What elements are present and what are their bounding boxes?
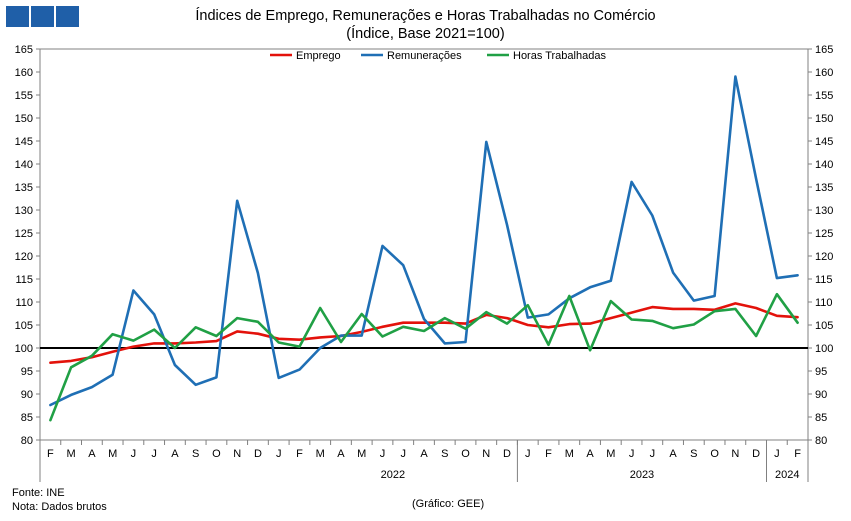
legend-label: Remunerações (387, 50, 462, 62)
x-tick-label: D (254, 448, 262, 460)
series-line-remunerações (49, 75, 799, 407)
year-label: 2023 (630, 469, 654, 481)
y-tick-label-right: 110 (815, 297, 833, 309)
x-tick-label: A (420, 448, 428, 460)
x-tick-label: A (88, 448, 96, 460)
x-tick-label: J (525, 448, 531, 460)
x-tick-label: F (296, 448, 303, 460)
x-tick-label: J (400, 448, 406, 460)
x-tick-label: A (171, 448, 179, 460)
x-tick-label: F (545, 448, 552, 460)
x-tick-label: N (482, 448, 490, 460)
x-tick-label: O (212, 448, 221, 460)
y-tick-label-left: 130 (15, 205, 33, 217)
logo-block-3 (56, 6, 79, 27)
y-tick-label-left: 150 (15, 113, 33, 125)
y-tick-label-left: 155 (15, 90, 33, 102)
chart-title: Índices de Emprego, Remunerações e Horas… (195, 8, 656, 24)
y-tick-label-right: 95 (815, 366, 827, 378)
y-tick-label-left: 95 (21, 366, 33, 378)
y-tick-label-right: 120 (815, 251, 833, 263)
x-tick-label: D (503, 448, 511, 460)
y-tick-label-left: 140 (15, 159, 33, 171)
plot-frame (39, 48, 809, 441)
y-tick-label-left: 90 (21, 389, 33, 401)
y-tick-label-left: 110 (15, 297, 33, 309)
y-tick-label-left: 85 (21, 412, 33, 424)
logo-block-1 (6, 6, 29, 27)
x-tick-label: M (316, 448, 325, 460)
x-tick-label: D (752, 448, 760, 460)
data-note: Nota: Dados brutos (12, 501, 107, 513)
x-tick-label: O (710, 448, 719, 460)
y-tick-label-right: 100 (815, 343, 833, 355)
x-tick-label: J (276, 448, 282, 460)
y-tick-label-right: 135 (815, 182, 833, 194)
y-tick-label-left: 160 (15, 67, 33, 79)
y-tick-label-left: 135 (15, 182, 33, 194)
x-tick-label: F (794, 448, 801, 460)
logo-block-2 (31, 6, 54, 27)
y-tick-label-left: 115 (15, 274, 33, 286)
y-tick-label-right: 155 (815, 90, 833, 102)
y-tick-label-left: 80 (21, 435, 33, 447)
x-tick-label: F (47, 448, 54, 460)
x-tick-label: J (774, 448, 780, 460)
legend-label: Emprego (296, 50, 341, 62)
y-tick-label-right: 90 (815, 389, 827, 401)
credit-note: (Gráfico: GEE) (412, 498, 485, 510)
x-tick-label: J (650, 448, 656, 460)
source-note: Fonte: INE (12, 487, 65, 499)
chart-subtitle: (Índice, Base 2021=100) (346, 26, 505, 42)
y-tick-label-left: 145 (15, 136, 33, 148)
series-line-emprego (49, 302, 799, 365)
y-tick-label-right: 85 (815, 412, 827, 424)
y-tick-label-left: 165 (15, 44, 33, 56)
x-tick-label: M (565, 448, 574, 460)
x-tick-label: O (461, 448, 470, 460)
year-label: 2022 (381, 469, 405, 481)
x-tick-label: M (67, 448, 76, 460)
x-tick-label: J (380, 448, 386, 460)
y-tick-label-right: 115 (815, 274, 833, 286)
x-tick-label: J (131, 448, 137, 460)
y-tick-label-right: 130 (815, 205, 833, 217)
x-tick-label: A (669, 448, 677, 460)
y-tick-label-right: 140 (815, 159, 833, 171)
x-tick-label: A (586, 448, 594, 460)
y-tick-label-right: 165 (815, 44, 833, 56)
x-tick-label: M (357, 448, 366, 460)
x-tick-label: M (606, 448, 615, 460)
x-tick-label: N (233, 448, 241, 460)
y-tick-label-right: 105 (815, 320, 833, 332)
y-tick-label-right: 150 (815, 113, 833, 125)
y-tick-label-right: 80 (815, 435, 827, 447)
y-tick-label-left: 120 (15, 251, 33, 263)
series-line-horas-trabalhadas (49, 292, 799, 422)
x-tick-label: A (337, 448, 345, 460)
x-tick-label: N (731, 448, 739, 460)
x-tick-label: S (690, 448, 697, 460)
legend-label: Horas Trabalhadas (513, 50, 606, 62)
y-tick-label-left: 125 (15, 228, 33, 240)
y-tick-label-right: 160 (815, 67, 833, 79)
x-tick-label: J (151, 448, 157, 460)
y-tick-label-right: 125 (815, 228, 833, 240)
x-tick-label: M (108, 448, 117, 460)
x-tick-label: S (441, 448, 448, 460)
x-tick-label: S (192, 448, 199, 460)
y-tick-label-left: 100 (15, 343, 33, 355)
y-tick-label-right: 145 (815, 136, 833, 148)
x-tick-label: J (629, 448, 635, 460)
year-label: 2024 (775, 469, 799, 481)
y-tick-label-left: 105 (15, 320, 33, 332)
